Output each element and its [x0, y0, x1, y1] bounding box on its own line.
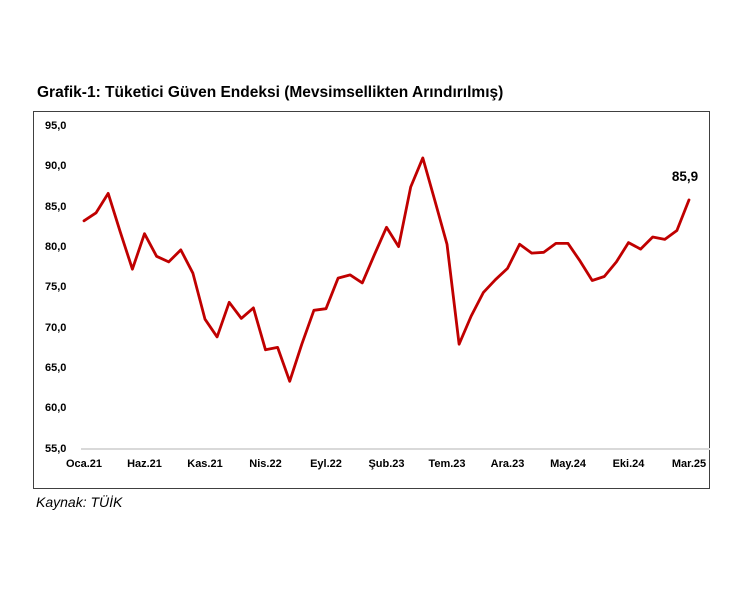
- x-axis-label: Eyl.22: [310, 458, 342, 470]
- x-axis-label: Kas.21: [187, 458, 223, 470]
- chart-title: Grafik-1: Tüketici Güven Endeksi (Mevsim…: [37, 84, 504, 101]
- y-axis-label: 85,0: [45, 200, 67, 213]
- x-axis-label: Tem.23: [428, 458, 466, 470]
- y-axis-label: 70,0: [45, 321, 67, 334]
- x-axis-label: Ara.23: [490, 458, 525, 470]
- x-axis-label: Oca.21: [65, 458, 103, 470]
- y-axis-label: 55,0: [45, 442, 67, 455]
- x-axis-label: Mar.25: [671, 458, 707, 470]
- x-axis-label: Şub.23: [368, 458, 405, 470]
- x-axis-label: May.24: [550, 458, 586, 470]
- y-axis-label: 90,0: [45, 160, 67, 173]
- y-axis-label: 80,0: [45, 240, 67, 253]
- last-value-annotation: 85,9: [671, 168, 699, 184]
- y-axis-label: 95,0: [45, 120, 67, 132]
- x-axis-label: Haz.21: [127, 458, 162, 470]
- x-axis-label: Nis.22: [249, 458, 282, 470]
- x-axis-line: [81, 448, 710, 450]
- y-axis-label: 75,0: [45, 281, 67, 294]
- y-axis-label: 65,0: [45, 361, 67, 374]
- source-caption: Kaynak: TÜİK: [36, 494, 123, 510]
- y-axis-label: 60,0: [45, 402, 67, 415]
- chart-frame: [33, 111, 710, 489]
- x-axis-label: Eki.24: [612, 458, 645, 470]
